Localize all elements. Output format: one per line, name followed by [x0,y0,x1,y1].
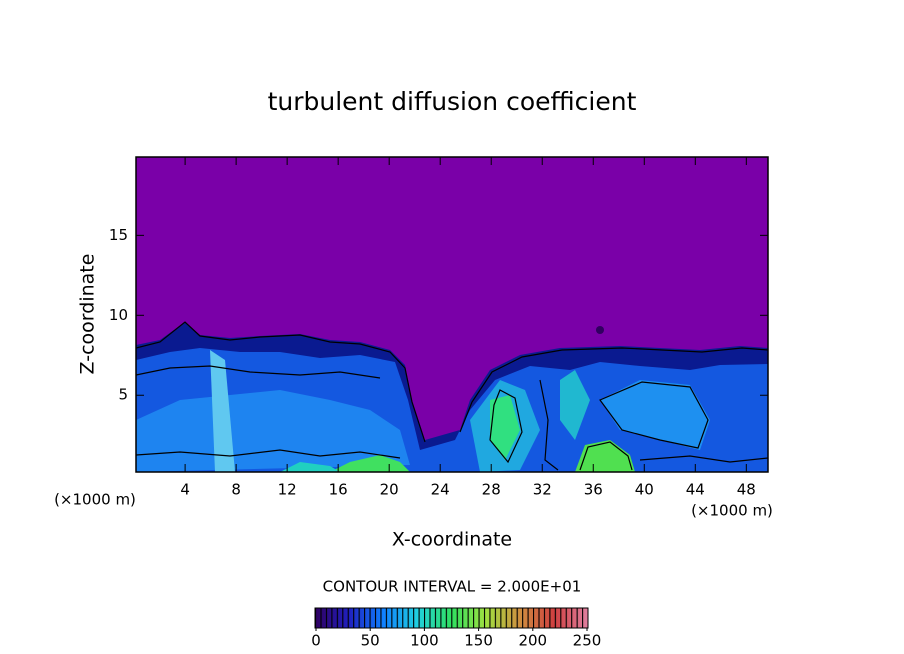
x-tick-label: 4 [180,481,190,499]
x-tick-label: 24 [431,481,450,499]
x-tick-label: 44 [686,481,705,499]
x-tick-label: 20 [380,481,399,499]
x-tick-label: 40 [635,481,654,499]
plot-frame [135,156,769,473]
colorbar-tick-label: 50 [361,632,380,650]
x-tick-label: 48 [737,481,756,499]
colorbar-tick-label: 100 [410,632,439,650]
y-axis-label: Z-coordinate [77,254,99,375]
x-tick-label: 16 [329,481,348,499]
field [136,157,768,472]
x-unit-label: (×1000 m) [691,502,773,520]
colorbar-label: CONTOUR INTERVAL = 2.000E+01 [323,578,582,596]
colorbar-tick-label: 0 [311,632,321,650]
x-tick-label: 28 [482,481,501,499]
colorbar-tick-label: 250 [573,632,602,650]
x-tick-label: 36 [584,481,603,499]
x-unit-label: (×1000 m) [54,491,136,509]
chart-title: turbulent diffusion coefficient [268,87,637,116]
x-tick-label: 32 [533,481,552,499]
y-tick-label: 5 [118,386,128,404]
colorbar-tick-label: 150 [464,632,493,650]
x-axis-label: X-coordinate [392,529,512,551]
colorbar-tick-label: 200 [518,632,547,650]
y-tick-label: 15 [109,226,128,244]
colorbar-frame [314,607,589,629]
colorbar-stripes [315,608,588,628]
x-tick-label: 12 [278,481,297,499]
x-tick-label: 8 [231,481,241,499]
y-tick-label: 10 [109,306,128,324]
